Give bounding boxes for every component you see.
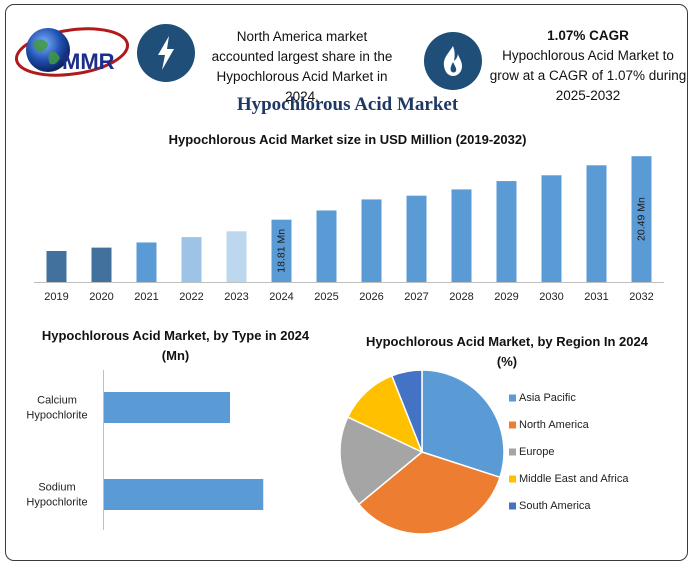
market-size-chart-title: Hypochlorous Acid Market size in USD Mil…: [168, 132, 527, 147]
bar-2027: [406, 195, 427, 282]
x-tick-2028: 2028: [449, 291, 473, 303]
highlight-north-america: North America market accounted largest s…: [211, 29, 393, 104]
main-title: Hypochlorous Acid Market: [236, 94, 459, 115]
legend-label-middle-east-and-africa: Middle East and Africa: [519, 473, 629, 485]
bar-2022: [181, 237, 202, 282]
legend-swatch-europe: [509, 448, 516, 456]
x-tick-2025: 2025: [314, 291, 338, 303]
legend-label-north-america: North America: [519, 419, 590, 431]
mmr-logo: MMR: [14, 27, 130, 77]
slice-south-america: [390, 369, 423, 453]
bar-2028: [451, 189, 472, 282]
data-label-2024: 18.81 Mn: [275, 229, 287, 273]
x-tick-2026: 2026: [359, 291, 383, 303]
bar-2026: [361, 199, 382, 282]
legend-swatch-asia-pacific: [509, 394, 516, 402]
y-tick-sodium-hypochlorite-1: Sodium: [38, 481, 75, 493]
y-tick-calcium-hypochlorite-2: Hypochlorite: [26, 409, 87, 421]
highlight-cagr: Hypochlorous Acid Market to grow at a CA…: [489, 48, 687, 103]
cagr-title: 1.07% CAGR: [547, 28, 629, 43]
region-chart-title: Hypochlorous Acid Market, by Region In 2…: [366, 334, 648, 369]
legend-swatch-middle-east-and-africa: [509, 475, 516, 483]
x-tick-2031: 2031: [584, 291, 608, 303]
x-tick-2027: 2027: [404, 291, 428, 303]
bar-2031: [586, 165, 607, 282]
bar-2024: [271, 219, 292, 282]
bar-2030: [541, 175, 562, 282]
flame-icon: [443, 46, 462, 76]
slice-asia-pacific: [421, 369, 505, 479]
y-tick-calcium-hypochlorite-1: Calcium: [37, 394, 77, 406]
bar-sodium-hypochlorite: [104, 479, 264, 510]
legend-swatch-south-america: [509, 502, 516, 510]
lightning-badge: [137, 24, 195, 82]
x-tick-2019: 2019: [44, 291, 68, 303]
legend-label-south-america: South America: [519, 500, 591, 512]
bar-2029: [496, 181, 517, 282]
x-tick-2024: 2024: [269, 291, 293, 303]
x-tick-2022: 2022: [179, 291, 203, 303]
bar-2032: [631, 156, 652, 282]
bar-2021: [136, 242, 157, 282]
slice-middle-east-and-africa: [346, 374, 424, 454]
bar-2025: [316, 210, 337, 282]
x-tick-2032: 2032: [629, 291, 653, 303]
slice-north-america: [357, 451, 501, 535]
legend-label-asia-pacific: Asia Pacific: [519, 392, 576, 404]
type-chart-title: Hypochlorous Acid Market, by Type in 202…: [41, 328, 310, 363]
bar-2020: [91, 247, 112, 282]
bar-2019: [46, 250, 67, 282]
x-tick-2023: 2023: [224, 291, 248, 303]
lightning-icon: [158, 36, 174, 70]
bar-calcium-hypochlorite: [104, 392, 230, 423]
x-tick-2030: 2030: [539, 291, 563, 303]
flame-badge: [424, 32, 482, 90]
bar-2023: [226, 231, 247, 282]
x-tick-2020: 2020: [89, 291, 113, 303]
x-tick-2021: 2021: [134, 291, 158, 303]
x-tick-2029: 2029: [494, 291, 518, 303]
slice-europe: [339, 416, 424, 506]
legend-swatch-north-america: [509, 421, 516, 429]
legend-label-europe: Europe: [519, 446, 554, 458]
brand-text: MMR: [62, 49, 115, 74]
data-label-2032: 20.49 Mn: [635, 197, 647, 241]
y-tick-sodium-hypochlorite-2: Hypochlorite: [26, 496, 87, 508]
